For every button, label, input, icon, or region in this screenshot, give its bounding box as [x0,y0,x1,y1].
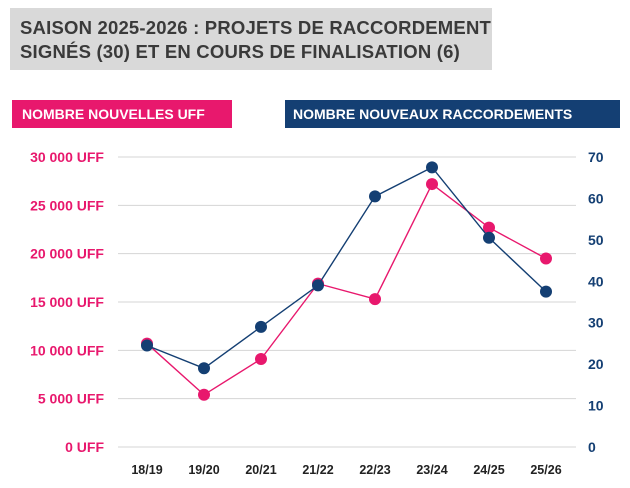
y-right-tick-label: 10 [588,398,604,414]
y-left-tick-label: 20 000 UFF [30,246,104,262]
x-tick-label: 19/20 [188,463,219,477]
y-left-tick-label: 0 UFF [65,439,104,455]
y-right-tick-label: 60 [588,190,604,206]
uff-series-line [146,182,547,396]
uff-data-point [483,221,495,234]
y-left-tick-label: 30 000 UFF [30,149,104,165]
uff-data-point [369,293,381,306]
x-tick-label: 24/25 [473,463,504,477]
raccordements-data-point [483,231,495,244]
chart-title-box: SAISON 2025-2026 : PROJETS DE RACCORDEME… [10,8,492,70]
x-tick-label: 18/19 [131,463,162,477]
legend-uff: NOMBRE NOUVELLES UFF [12,100,232,128]
y-right-tick-label: 40 [588,273,604,289]
y-right-tick-label: 30 [588,315,604,331]
raccordements-data-point [369,190,381,203]
raccordements-data-point [141,339,153,352]
y-right-tick-label: 50 [588,232,604,248]
x-tick-label: 25/26 [530,463,561,477]
x-tick-label: 20/21 [245,463,276,477]
x-tick-label: 21/22 [302,463,333,477]
raccordements-data-point [312,279,324,292]
y-left-tick-label: 15 000 UFF [30,294,104,310]
raccordements-data-point [198,362,210,375]
x-tick-label: 23/24 [416,463,447,477]
y-right-tick-label: 0 [588,439,596,455]
raccordements-data-point [426,161,438,174]
legend-raccordements: NOMBRE NOUVEAUX RACCORDEMENTS [285,100,620,128]
y-left-tick-label: 25 000 UFF [30,197,104,213]
uff-data-point [198,388,210,401]
raccordements-data-point [540,285,552,298]
uff-data-point [426,178,438,191]
y-left-tick-label: 10 000 UFF [30,342,104,358]
y-left-tick-label: 5 000 UFF [38,391,105,407]
y-right-tick-label: 20 [588,356,604,372]
chart-title-line-1: SAISON 2025-2026 : PROJETS DE RACCORDEME… [20,17,492,38]
uff-data-point [255,353,267,366]
x-tick-label: 22/23 [359,463,390,477]
raccordements-series-line [146,166,547,370]
raccordements-data-point [255,320,267,333]
chart-title-line-2: SIGNÉS (30) ET EN COURS DE FINALISATION … [20,41,460,62]
uff-data-point [540,252,552,265]
y-right-tick-label: 70 [588,149,604,165]
